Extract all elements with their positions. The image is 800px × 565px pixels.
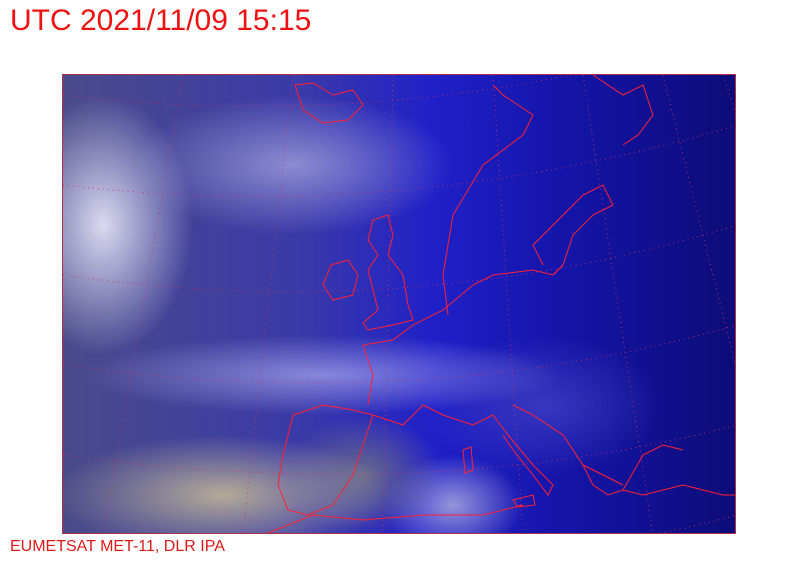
coast-scandinavia [442,75,654,316]
coast-great-britain [362,214,414,331]
coastlines [266,75,735,533]
coast-sicily [512,494,536,508]
coast-sardinia [462,446,474,474]
coast-balkans [512,404,684,496]
map-overlay [63,75,735,533]
coast-iberia [277,404,374,516]
coast-iceland [294,82,364,124]
timestamp-title: UTC 2021/11/09 15:15 [10,4,312,37]
graticule [63,75,735,533]
coast-ireland [322,259,359,301]
data-source-credit: EUMETSAT MET-11, DLR IPA [10,538,225,555]
coast-europe-west [362,264,564,406]
satellite-map [62,74,736,534]
coast-turkey [622,484,735,496]
coast-mediterranean [266,404,554,533]
